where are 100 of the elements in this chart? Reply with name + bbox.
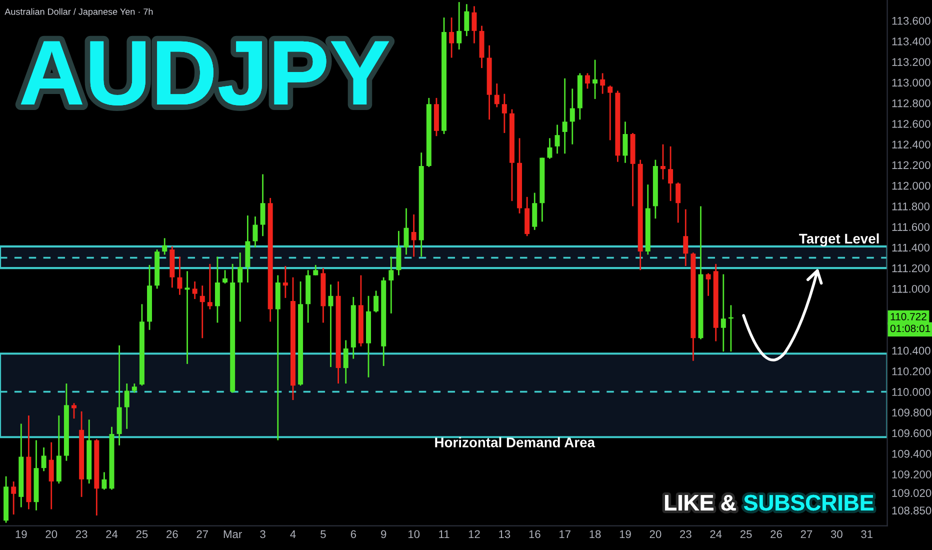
y-tick-label: 109.600	[892, 429, 932, 438]
candlestick	[472, 5, 477, 44]
candlestick	[668, 146, 674, 202]
x-tick-label: 30	[830, 530, 842, 538]
candlestick	[252, 216, 258, 248]
x-tick-label: 18	[590, 530, 601, 538]
x-tick-label: Mar	[224, 530, 242, 538]
candlestick	[660, 144, 666, 180]
candlestick	[396, 230, 402, 276]
candlestick	[622, 120, 628, 164]
candlestick	[184, 270, 190, 365]
candlestick	[554, 124, 560, 154]
x-tick-label: 26	[770, 530, 782, 538]
candlestick	[374, 290, 379, 314]
candlestick	[222, 269, 228, 284]
candlestick	[214, 256, 220, 324]
y-tick-label: 110.200	[892, 367, 930, 376]
candlestick	[720, 274, 726, 352]
candlestick	[532, 192, 538, 231]
candlestick	[313, 264, 318, 276]
chart-title: AUDJPY	[20, 41, 390, 106]
y-tick-label: 109.800	[892, 408, 932, 417]
x-tick-label: 3	[260, 530, 266, 538]
y-tick-label: 112.000	[892, 182, 930, 190]
text: 01:08:01	[890, 324, 930, 332]
x-tick-label: 17	[559, 530, 570, 538]
candlestick	[162, 237, 168, 256]
candlestick	[200, 284, 205, 339]
x-tick-label: 27	[196, 530, 208, 538]
y-tick-label: 108.850	[892, 506, 932, 514]
candlestick	[132, 382, 137, 394]
candlestick	[282, 265, 288, 299]
candlestick	[502, 93, 507, 134]
candlestick	[456, 1, 462, 50]
candlestick	[547, 137, 552, 160]
candlestick	[124, 382, 130, 430]
x-tick-label: 31	[861, 530, 873, 538]
y-tick-label: 113.000	[892, 78, 930, 87]
candlestick	[260, 174, 266, 237]
band-label: Target Level	[799, 233, 879, 246]
y-tick-label: 112.600	[892, 120, 930, 128]
x-tick-label: 11	[439, 530, 450, 538]
x-tick-label: 13	[499, 530, 510, 538]
y-tick-label: 110.000	[892, 388, 930, 396]
text: 110.722	[890, 312, 926, 320]
y-tick-label: 111.400	[892, 244, 930, 252]
x-tick-label: 5	[320, 530, 326, 538]
candlestick	[676, 182, 681, 224]
candlestick	[343, 340, 348, 384]
candlestick	[570, 88, 575, 146]
x-tick-label: 12	[468, 530, 480, 538]
x-tick-label: 4	[290, 530, 296, 538]
x-tick-label: 23	[76, 530, 88, 538]
x-tick-label: 20	[650, 530, 662, 538]
y-tick-label: 109.020	[892, 489, 932, 497]
x-tick-label: 24	[106, 530, 118, 538]
candlestick	[41, 446, 46, 472]
candlestick	[592, 59, 598, 100]
candlestick	[404, 208, 409, 256]
candlestick	[192, 280, 198, 300]
y-tick-label: 109.400	[892, 450, 932, 458]
annotation: SUBSCRIBE	[744, 494, 874, 511]
y-tick-label: 111.200	[892, 264, 930, 272]
candlestick	[494, 82, 500, 108]
x-tick-label: 6	[350, 530, 356, 538]
candlestick	[388, 256, 394, 314]
x-tick-label: 23	[680, 530, 692, 538]
x-tick-label: 10	[408, 530, 420, 538]
x-tick-label: 25	[740, 530, 752, 538]
candlestick	[600, 72, 606, 95]
candlestick	[608, 84, 613, 141]
x-tick-label: 9	[381, 530, 386, 538]
annotation: LIKE &	[665, 495, 736, 511]
y-tick-label: 113.400	[892, 38, 930, 46]
y-tick-label: 111.000	[892, 284, 930, 293]
y-tick-label: 112.800	[892, 99, 930, 108]
candlestick	[177, 256, 182, 296]
y-tick-label: 110.400	[892, 346, 930, 355]
x-tick-label: 19	[620, 530, 631, 538]
x-tick-label: 25	[136, 530, 148, 538]
y-tick-label: 112.400	[892, 140, 930, 148]
candlestick	[683, 208, 688, 267]
candlestick	[238, 252, 243, 322]
x-tick-label: 16	[529, 530, 540, 538]
candlestick	[11, 480, 16, 516]
candlestick	[584, 72, 590, 90]
text: Australian Dollar / Japanese Yen · 7h	[4, 8, 153, 17]
x-tick-label: 20	[46, 530, 58, 538]
y-tick-label: 109.200	[892, 470, 932, 478]
y-tick-label: 113.600	[892, 16, 930, 25]
x-tick-label: 19	[16, 530, 27, 538]
y-tick-label: 111.600	[892, 223, 930, 231]
candlestick	[706, 272, 711, 297]
y-tick-label: 111.800	[892, 202, 930, 210]
candlestick	[207, 263, 212, 310]
x-tick-label: 26	[166, 530, 178, 538]
candlestick	[562, 78, 568, 154]
candlestick	[48, 442, 54, 510]
candlestick	[449, 16, 454, 58]
candlestick	[411, 214, 416, 258]
